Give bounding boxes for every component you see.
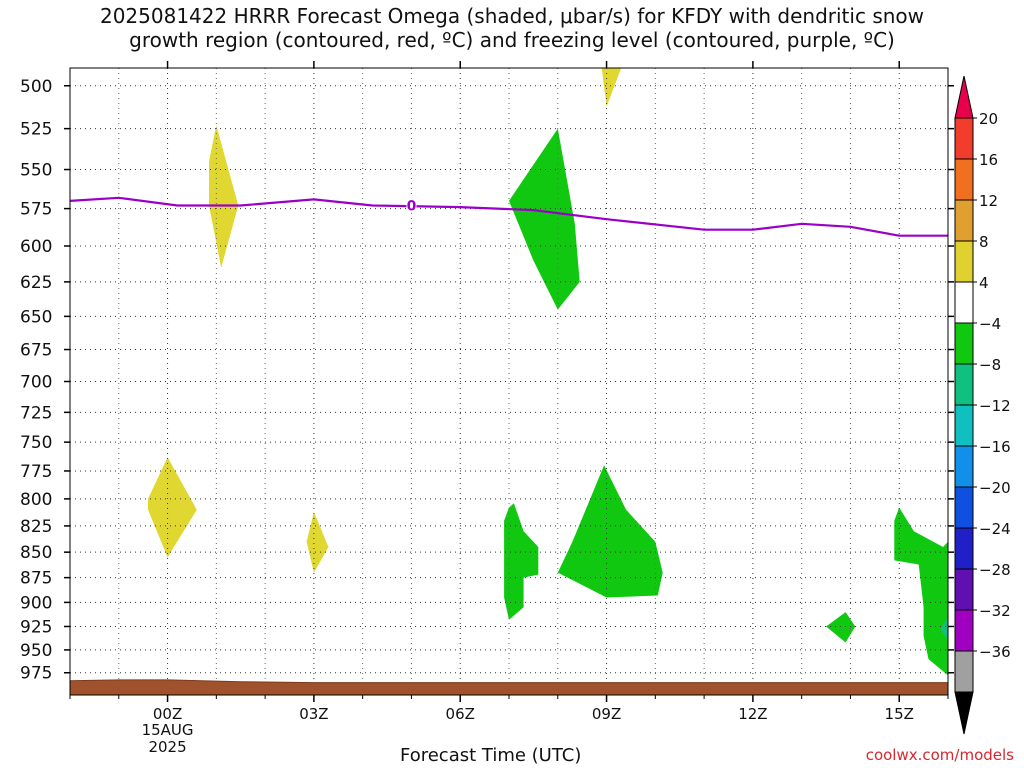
colorbar-cell-6 [954,322,974,365]
colorbar-label-1: 16 [979,151,998,169]
colorbar: 20 16 12 8 4 −4 −8 −12 −16 −20 −24 −28 −32 −36 [954,75,1011,735]
y-tick-label-550: 550 [20,161,52,181]
x-tick-label-00Z: 00Z [153,705,182,723]
title-line-2: growth region (contoured, red, ºC) and f… [129,28,895,52]
y-tick-label-650: 650 [20,307,52,327]
colorbar-cell-14 [954,650,974,693]
y-tick-label-825: 825 [20,517,52,537]
y-tick-label-900: 900 [20,593,52,613]
omega-region-8 [826,612,856,643]
colorbar-cell-10 [954,486,974,529]
y-tick-label-850: 850 [20,543,52,563]
y-tick-label-725: 725 [20,403,52,423]
colorbar-cell-4 [954,240,974,283]
y-tick-label-600: 600 [20,237,52,257]
y-tick-label-800: 800 [20,490,52,510]
omega-region-3 [306,512,329,573]
x-tick-sublabel: 15AUG [142,721,194,739]
colorbar-cell-8 [954,404,974,447]
colorbar-label-4: 4 [979,274,989,292]
colorbar-label-7: −12 [979,397,1011,415]
chart-title: 2025081422 HRRR Forecast Omega (shaded, … [0,4,1024,52]
colorbar-cell-5 [954,281,974,324]
y-tick-label-575: 575 [20,200,52,220]
y-tick-label-950: 950 [20,641,52,661]
omega-region-0 [209,125,239,268]
freezing-level-line [70,196,948,237]
y-tick-label-875: 875 [20,569,52,589]
omega-region-4 [509,128,580,310]
y-tick-label-525: 525 [20,120,52,140]
colorbar-label-0: 20 [979,110,998,128]
y-tick-label-750: 750 [20,433,52,453]
colorbar-label-6: −8 [979,356,1001,374]
y-tick-label-500: 500 [20,77,52,97]
colorbar-cell-2 [954,158,974,201]
omega-region-5 [504,503,539,620]
colorbar-label-8: −16 [979,438,1011,456]
colorbar-label-12: −32 [979,602,1011,620]
colorbar-cell-12 [954,568,974,611]
colorbar-label-5: −4 [979,315,1001,333]
colorbar-label-3: 8 [979,233,989,251]
colorbar-cell-3 [954,199,974,242]
colorbar-label-11: −28 [979,561,1011,579]
watermark-link[interactable]: coolwx.com/models [865,746,1014,764]
colorbar-cell-13 [954,609,974,652]
y-tick-label-625: 625 [20,273,52,293]
omega-region-6 [557,465,663,598]
omega-region-7 [894,507,948,676]
colorbar-label-9: −20 [979,479,1011,497]
omega-region-2 [148,457,197,558]
y-tick-label-975: 975 [20,664,52,684]
freezing-level-label: 0 [407,199,417,215]
x-tick-label-03Z: 03Z [299,705,328,723]
colorbar-label-10: −24 [979,520,1011,538]
y-tick-label-925: 925 [20,617,52,637]
colorbar-label-13: −36 [979,643,1011,661]
colorbar-cell-11 [954,527,974,570]
plot-content: 0 [70,68,948,695]
colorbar-bottom-arrow [954,691,974,735]
y-tick-label-775: 775 [20,462,52,482]
omega-region-1 [601,68,622,107]
terrain [70,679,948,695]
x-tick-label-12Z: 12Z [738,705,767,723]
plot-area: 0 500 525 550 575 600 625 650 675 700 725 750 775 800… [20,61,954,756]
x-tick-label-09Z: 09Z [592,705,621,723]
y-tick-label-700: 700 [20,373,52,393]
freezing-level-label-bg [406,197,417,212]
x-tick-label-06Z: 06Z [446,705,475,723]
colorbar-top-arrow [954,75,974,119]
x-axis-label: Forecast Time (UTC) [400,745,582,766]
colorbar-cell-1 [954,117,974,160]
title-line-1: 2025081422 HRRR Forecast Omega (shaded, … [99,4,925,28]
x-tick-sublabel: 2025 [148,738,186,756]
omega-region-9 [940,616,948,641]
colorbar-label-2: 12 [979,192,998,210]
y-tick-label-675: 675 [20,341,52,361]
colorbar-cell-9 [954,445,974,488]
x-tick-label-15Z: 15Z [885,705,914,723]
colorbar-cell-7 [954,363,974,406]
